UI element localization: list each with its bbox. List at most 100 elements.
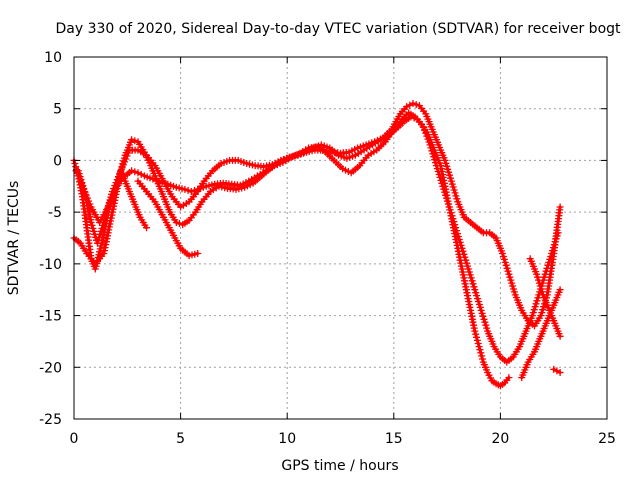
data-point-marker xyxy=(483,324,491,332)
data-point-marker xyxy=(172,219,180,226)
data-point-marker xyxy=(131,137,139,145)
data-point-marker xyxy=(80,185,88,192)
data-point-marker xyxy=(432,162,440,170)
data-point-marker xyxy=(547,253,555,260)
data-point-marker xyxy=(423,132,431,140)
data-point-marker xyxy=(71,160,79,167)
data-point-marker xyxy=(451,189,459,197)
data-point-marker xyxy=(453,195,461,203)
data-point-marker xyxy=(458,244,466,252)
data-point-marker xyxy=(474,340,482,347)
data-point-marker xyxy=(471,286,479,294)
series-line xyxy=(72,102,562,328)
data-point-marker xyxy=(473,333,480,341)
data-point-marker xyxy=(502,261,510,269)
data-point-marker xyxy=(553,232,561,240)
data-point-marker xyxy=(412,101,420,109)
data-point-marker xyxy=(409,100,417,107)
data-point-marker xyxy=(410,114,418,122)
data-point-marker xyxy=(528,312,536,320)
tick-labels: 0 5 10 15 20 25 -25 -20 -15 -10 -5 0 5 10 xyxy=(39,50,616,447)
y-tick-label: -5 xyxy=(48,205,62,221)
series-layer xyxy=(70,100,564,390)
data-point-marker xyxy=(108,188,116,195)
plot-frame xyxy=(73,56,608,420)
data-point-marker xyxy=(194,250,202,257)
data-point-marker xyxy=(449,183,457,191)
data-point-marker xyxy=(97,227,105,235)
data-point-marker xyxy=(553,367,561,375)
data-point-marker xyxy=(473,336,481,344)
y-tick-label: -20 xyxy=(39,360,62,376)
data-point-marker xyxy=(471,327,479,335)
data-point-marker xyxy=(456,238,464,246)
data-point-marker xyxy=(464,265,472,273)
ticks xyxy=(73,56,608,420)
data-point-marker xyxy=(477,306,485,314)
data-point-marker xyxy=(473,292,481,300)
data-point-marker xyxy=(403,103,411,111)
data-point-marker xyxy=(479,312,487,320)
y-tick-label: 0 xyxy=(53,153,62,169)
data-point-marker xyxy=(507,276,515,284)
data-point-marker xyxy=(533,270,541,278)
data-point-marker xyxy=(463,259,471,267)
data-point-marker xyxy=(406,101,414,109)
data-point-marker xyxy=(481,318,489,326)
data-point-marker xyxy=(543,264,551,272)
data-point-marker xyxy=(476,346,484,354)
data-point-marker xyxy=(539,306,547,314)
series-trace-b xyxy=(70,100,564,330)
x-axis-label: GPS time / hours xyxy=(281,458,398,474)
data-point-marker xyxy=(94,239,101,247)
data-point-marker xyxy=(98,224,106,232)
data-point-marker xyxy=(550,365,558,373)
data-point-marker xyxy=(89,224,97,232)
data-point-marker xyxy=(95,233,103,241)
data-point-marker xyxy=(184,186,192,194)
data-point-marker xyxy=(88,221,96,229)
y-tick-label: -10 xyxy=(39,257,62,273)
data-point-marker xyxy=(469,280,477,288)
data-point-marker xyxy=(454,233,462,240)
data-point-marker xyxy=(453,227,460,235)
data-point-marker xyxy=(461,253,469,261)
data-point-marker xyxy=(510,288,518,296)
data-point-marker xyxy=(468,277,476,285)
data-point-marker xyxy=(554,229,562,237)
data-point-marker xyxy=(533,297,541,305)
data-point-marker xyxy=(430,153,438,161)
data-point-marker xyxy=(181,185,189,193)
data-point-marker xyxy=(450,218,458,226)
data-point-marker xyxy=(448,212,456,220)
data-point-marker xyxy=(451,221,459,229)
data-point-marker xyxy=(466,303,474,311)
y-tick-label: -25 xyxy=(39,412,62,428)
data-point-marker xyxy=(420,123,428,131)
data-point-marker xyxy=(407,113,415,121)
data-point-marker xyxy=(556,369,564,376)
data-point-marker xyxy=(128,167,136,175)
data-point-marker xyxy=(443,194,450,202)
data-point-marker xyxy=(466,271,474,279)
data-point-marker xyxy=(447,177,455,185)
y-tick-label: -15 xyxy=(39,309,62,325)
y-tick-label: 5 xyxy=(53,102,62,118)
data-point-marker xyxy=(459,247,467,255)
data-point-marker xyxy=(110,185,118,192)
data-point-marker xyxy=(532,300,540,308)
data-point-marker xyxy=(549,247,556,255)
x-tick-label: 0 xyxy=(70,431,79,447)
data-point-marker xyxy=(478,352,486,360)
data-point-marker xyxy=(475,343,483,351)
data-point-marker xyxy=(187,188,195,195)
x-tick-label: 20 xyxy=(491,431,509,447)
data-point-marker xyxy=(459,271,467,279)
data-point-marker xyxy=(535,276,542,284)
data-point-marker xyxy=(477,349,485,357)
data-point-marker xyxy=(556,203,564,211)
data-point-marker xyxy=(143,224,150,232)
series-trace-h xyxy=(550,365,564,376)
data-point-marker xyxy=(509,282,517,290)
